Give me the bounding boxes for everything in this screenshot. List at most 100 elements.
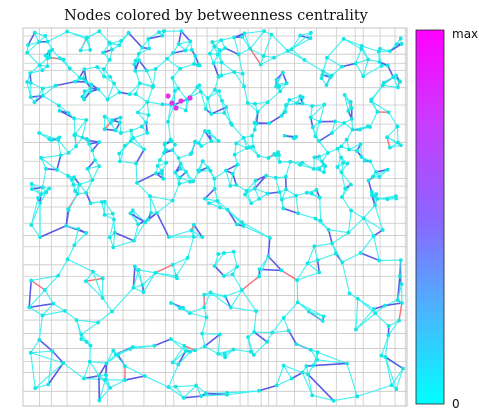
graph-node xyxy=(250,133,254,138)
graph-edge xyxy=(221,61,235,73)
graph-node xyxy=(123,143,127,148)
graph-edge xyxy=(40,157,47,170)
graph-edge xyxy=(331,122,345,134)
graph-node xyxy=(317,195,322,200)
graph-node xyxy=(82,97,87,102)
graph-node xyxy=(40,68,45,73)
graph-edge xyxy=(214,252,225,267)
graph-edge xyxy=(113,231,135,242)
graph-node xyxy=(254,309,259,314)
graph-edge xyxy=(384,356,404,370)
graph-node xyxy=(276,150,280,155)
graph-node xyxy=(398,143,403,148)
graph-node xyxy=(36,40,41,44)
graph-edge xyxy=(331,120,336,134)
graph-edge xyxy=(119,145,126,162)
graph-edge xyxy=(355,48,362,65)
graph-node xyxy=(215,199,220,203)
graph-node xyxy=(130,208,135,213)
graph-node xyxy=(160,168,164,173)
graph-edge xyxy=(216,200,229,211)
graph-edge xyxy=(28,289,46,308)
graph-edge xyxy=(271,330,290,334)
graph-edge xyxy=(285,188,297,197)
graph-node xyxy=(205,165,210,170)
graph-edge xyxy=(29,94,44,98)
graph-edge xyxy=(384,334,389,358)
graph-edge xyxy=(225,106,232,124)
graph-edge xyxy=(170,338,185,347)
graph-edge xyxy=(113,218,116,234)
graph-node xyxy=(107,57,112,62)
graph-node xyxy=(284,103,288,107)
graph-edge xyxy=(360,235,375,254)
graph-node xyxy=(99,200,104,204)
graph-edge xyxy=(307,245,315,264)
graph-node xyxy=(246,335,250,340)
graph-node xyxy=(191,235,196,239)
graph-edge xyxy=(220,36,235,41)
graph-node xyxy=(102,212,107,217)
graph-node xyxy=(326,227,331,232)
graph-node xyxy=(253,178,258,183)
graph-node xyxy=(46,382,51,387)
graph-node xyxy=(162,142,167,147)
graph-node xyxy=(331,398,336,403)
graph-edge xyxy=(124,365,146,377)
graph-edge xyxy=(238,53,244,75)
graph-edge xyxy=(282,207,299,215)
graph-node xyxy=(160,33,165,38)
graph-edge xyxy=(96,66,105,78)
graph-node xyxy=(396,140,400,145)
graph-edge xyxy=(296,279,299,303)
graph-edge xyxy=(398,302,403,322)
graph-node xyxy=(39,155,43,160)
graph-edge xyxy=(347,217,365,234)
graph-edge xyxy=(30,279,46,291)
graph-node xyxy=(304,364,309,368)
graph-node xyxy=(353,61,358,66)
graph-edge xyxy=(142,272,156,293)
graph-edge xyxy=(139,82,154,87)
graph-edge xyxy=(226,390,260,396)
graph-edge xyxy=(355,308,375,331)
graph-node xyxy=(264,173,269,178)
graph-node xyxy=(318,218,323,223)
graph-node xyxy=(40,313,45,318)
graph-node xyxy=(240,220,244,225)
graph-edge xyxy=(214,253,219,267)
graph-node xyxy=(77,75,82,80)
graph-node xyxy=(396,85,400,90)
graph-edge xyxy=(138,269,144,286)
graph-node xyxy=(79,332,84,337)
graph-node xyxy=(273,153,278,157)
graph-edge xyxy=(146,70,154,87)
graph-node xyxy=(202,344,207,349)
graph-node xyxy=(279,113,284,118)
graph-edge xyxy=(38,132,59,141)
graph-node xyxy=(27,305,32,310)
graph-node xyxy=(196,62,201,67)
graph-edge xyxy=(234,147,248,156)
graph-node xyxy=(183,108,188,113)
graph-edge xyxy=(138,47,150,55)
graph-node xyxy=(397,274,402,279)
graph-node xyxy=(345,361,349,366)
graph-edge xyxy=(229,173,234,187)
graph-node xyxy=(222,110,227,115)
graph-edge xyxy=(133,221,146,242)
graph-edge xyxy=(154,272,178,279)
graph-node xyxy=(312,155,317,160)
graph-edge xyxy=(85,271,94,282)
graph-edge xyxy=(295,195,299,214)
graph-edge xyxy=(147,34,164,40)
graph-node xyxy=(385,167,390,172)
graph-edge xyxy=(168,229,192,238)
graph-edge xyxy=(273,50,289,59)
graph-node xyxy=(270,330,275,335)
graph-node xyxy=(84,190,89,195)
graph-node xyxy=(83,279,88,284)
graph-edge xyxy=(207,90,220,99)
graph-node xyxy=(302,58,307,62)
graph-edge xyxy=(348,292,375,310)
